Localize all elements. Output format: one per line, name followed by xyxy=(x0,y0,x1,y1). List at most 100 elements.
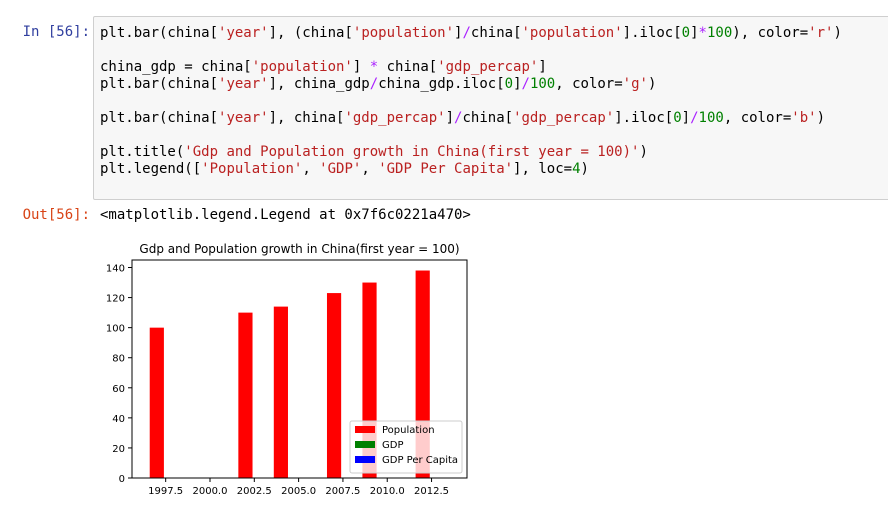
code-token: / xyxy=(521,76,530,92)
code-token: plt.title( xyxy=(100,144,185,160)
code-token: ) xyxy=(639,144,648,160)
code-token: 100 xyxy=(529,76,556,92)
legend-label: GDP Per Capita xyxy=(382,455,458,466)
x-tick-label: 2002.5 xyxy=(237,486,272,497)
code-token: ) xyxy=(833,25,842,41)
code-token: 'population' xyxy=(352,25,455,41)
code-line: china_gdp = china['population'] * china[… xyxy=(100,59,547,76)
code-token: 'Population' xyxy=(201,161,303,177)
code-token: 0 xyxy=(673,110,682,126)
code-token: 'r' xyxy=(808,25,834,41)
code-token: 'gdp_percap' xyxy=(437,59,539,75)
code-token: plt.bar(china[ xyxy=(100,110,219,126)
plot-frame xyxy=(131,259,468,479)
code-line: plt.bar(china['year'], (china['populatio… xyxy=(100,25,842,42)
code-token: china_gdp.iloc[ xyxy=(378,76,505,92)
x-tick-label: 2005.0 xyxy=(281,486,316,497)
y-tick-label: 60 xyxy=(112,384,125,395)
code-token: 'population' xyxy=(251,59,353,75)
code-token: * xyxy=(698,25,707,41)
legend-swatch xyxy=(355,456,375,463)
y-tick-label: 140 xyxy=(106,264,125,275)
code-token: ], loc= xyxy=(513,161,573,177)
chart-title: Gdp and Population growth in China(first… xyxy=(139,242,459,256)
code-token: / xyxy=(454,110,463,126)
y-tick-label: 40 xyxy=(112,414,125,425)
y-tick-label: 100 xyxy=(106,324,125,335)
y-tick-label: 0 xyxy=(119,474,125,485)
code-token: ) xyxy=(816,110,826,126)
code-token: 'year' xyxy=(218,76,269,92)
code-line: plt.title('Gdp and Population growth in … xyxy=(100,144,648,161)
code-input-area[interactable]: plt.bar(china['year'], (china['populatio… xyxy=(93,16,888,200)
code-token: ], china_gdp xyxy=(268,76,370,92)
code-token: , xyxy=(302,161,320,177)
legend-label: GDP xyxy=(382,440,403,451)
population-bar xyxy=(149,327,164,478)
code-token: china[ xyxy=(470,25,522,41)
code-token: 'year' xyxy=(218,25,269,41)
y-tick-label: 120 xyxy=(106,294,125,305)
population-bar xyxy=(326,293,342,478)
code-token: 'GDP Per Capita' xyxy=(378,161,514,177)
code-token: ], china[ xyxy=(268,110,345,126)
x-tick-label: 2012.5 xyxy=(414,486,449,497)
legend-swatch xyxy=(355,441,375,448)
input-prompt: In [56]: xyxy=(22,24,90,40)
code-line: plt.legend(['Population', 'GDP', 'GDP Pe… xyxy=(100,161,589,178)
bar-chart: Gdp and Population growth in China(first… xyxy=(106,242,468,497)
code-token: 100 xyxy=(698,110,724,126)
code-token: ) xyxy=(647,76,657,92)
code-token: / xyxy=(369,76,379,92)
population-bar xyxy=(238,312,253,478)
code-token: / xyxy=(462,25,471,41)
code-token: ] xyxy=(445,110,455,126)
legend-box xyxy=(349,420,463,474)
code-token: 'Gdp and Population growth in China(firs… xyxy=(184,144,640,160)
population-bar xyxy=(273,306,288,478)
code-token: 'population' xyxy=(521,25,623,41)
code-token: 100 xyxy=(706,25,733,41)
code-token: / xyxy=(690,110,699,126)
output-prompt: Out[56]: xyxy=(22,207,90,223)
code-line: plt.bar(china['year'], china_gdp/china_g… xyxy=(100,76,656,93)
code-token: * xyxy=(369,59,379,75)
code-token: 0 xyxy=(504,76,514,92)
x-tick-label: 2010.0 xyxy=(370,486,405,497)
code-token: ].iloc[ xyxy=(622,25,682,41)
code-token: ] xyxy=(352,59,370,75)
code-token: 'g' xyxy=(622,76,648,92)
y-tick-label: 20 xyxy=(112,444,125,455)
code-token: 0 xyxy=(681,25,691,41)
code-token: ], (china[ xyxy=(268,25,353,41)
code-token: ] xyxy=(454,25,463,41)
code-token: plt.bar(china[ xyxy=(100,25,219,41)
code-token: 4 xyxy=(572,161,581,177)
code-token: ), color= xyxy=(732,25,809,41)
code-token: 'b' xyxy=(791,110,817,126)
code-token: plt.legend([ xyxy=(100,161,202,177)
code-token: china[ xyxy=(462,110,514,126)
code-token: , xyxy=(361,161,379,177)
code-token: china_gdp = china[ xyxy=(100,59,252,75)
code-token: ] xyxy=(681,110,691,126)
code-token: ) xyxy=(580,161,589,177)
legend-swatch xyxy=(355,426,375,433)
code-token: 'gdp_percap' xyxy=(513,110,615,126)
x-tick-label: 2007.5 xyxy=(325,486,360,497)
code-token: ].iloc[ xyxy=(614,110,674,126)
code-token: ] xyxy=(513,76,522,92)
output-text: <matplotlib.legend.Legend at 0x7f6c0221a… xyxy=(100,207,471,223)
code-token: , color= xyxy=(555,76,623,92)
code-token: ] xyxy=(690,25,699,41)
x-tick-label: 1997.5 xyxy=(148,486,183,497)
x-tick-label: 2000.0 xyxy=(192,486,227,497)
code-token: china[ xyxy=(378,59,438,75)
code-token: ] xyxy=(538,59,547,75)
code-token: plt.bar(china[ xyxy=(100,76,219,92)
y-tick-label: 80 xyxy=(112,354,125,365)
code-line: plt.bar(china['year'], china['gdp_percap… xyxy=(100,110,825,127)
code-token: 'gdp_percap' xyxy=(344,110,446,126)
code-token: 'year' xyxy=(218,110,269,126)
code-token: , color= xyxy=(723,110,792,126)
